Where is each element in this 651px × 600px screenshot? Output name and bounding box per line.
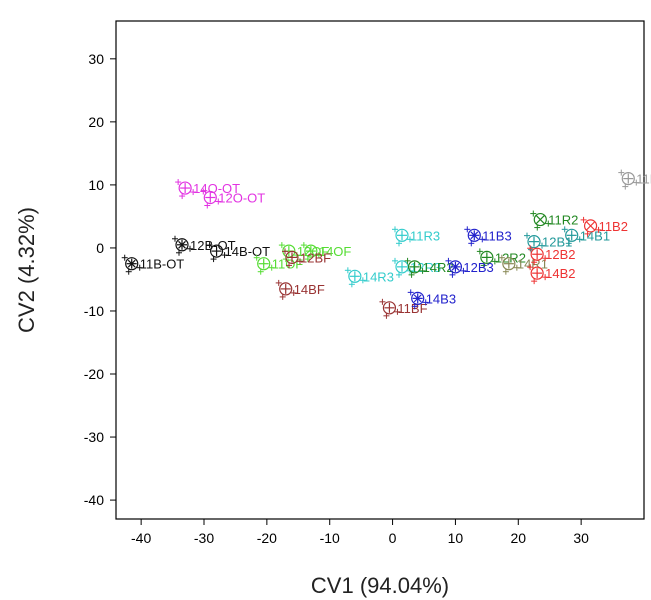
y-tick-label: -10 bbox=[84, 303, 104, 319]
point-marker bbox=[203, 190, 217, 205]
point-label: 11R2 bbox=[548, 213, 578, 228]
point-label: 12BF bbox=[300, 250, 331, 265]
marker-cross bbox=[470, 231, 479, 240]
point-marker bbox=[209, 244, 224, 258]
data-point: 14O-OT bbox=[175, 179, 240, 200]
point-marker bbox=[448, 260, 463, 274]
data-point: 11BF bbox=[379, 298, 428, 319]
point-label: 11B3 bbox=[482, 228, 511, 243]
y-tick-label: -20 bbox=[84, 366, 104, 382]
marker-cross bbox=[586, 221, 595, 231]
point-label: 11B2 bbox=[599, 219, 628, 234]
point-marker bbox=[125, 257, 139, 271]
point-marker bbox=[395, 228, 409, 242]
y-tick-label: -30 bbox=[84, 429, 104, 445]
x-tick-label: 0 bbox=[389, 530, 397, 546]
point-marker bbox=[530, 247, 544, 261]
data-point: 12O-OT bbox=[200, 188, 265, 209]
y-tick-label: 10 bbox=[88, 177, 104, 193]
x-axis-title: CV1 (94.04%) bbox=[311, 573, 449, 598]
x-tick-label: -30 bbox=[194, 530, 214, 546]
data-point: 11R1 bbox=[618, 169, 651, 190]
point-marker bbox=[382, 301, 397, 315]
data-point: 12BF bbox=[282, 248, 331, 269]
data-point: 14B2 bbox=[527, 264, 576, 285]
point-marker bbox=[480, 250, 494, 264]
x-tick-label: 10 bbox=[448, 530, 464, 546]
point-label: 12B-OT bbox=[190, 238, 236, 253]
data-point: 12B-OT bbox=[172, 235, 236, 256]
point-label: 14OF bbox=[319, 244, 352, 259]
point-marker bbox=[467, 228, 481, 242]
data-point: 14OF bbox=[300, 242, 352, 263]
point-marker bbox=[621, 171, 635, 186]
point-marker bbox=[530, 266, 544, 280]
point-label: 11OF bbox=[272, 257, 304, 272]
data-point: 11B-OT bbox=[121, 254, 185, 275]
point-marker bbox=[304, 244, 318, 258]
point-label: 14B3 bbox=[426, 291, 456, 306]
plot-frame bbox=[115, 20, 645, 520]
point-label: 12B3 bbox=[463, 260, 493, 275]
point-label: 14B2 bbox=[545, 266, 575, 281]
y-tick-label: 30 bbox=[88, 51, 104, 67]
ticks-layer: -40 -30 -20 -10 0 10 20 30 -40 -30 -20 -10 0 10 20 30 bbox=[84, 51, 589, 546]
x-tick-label: 20 bbox=[510, 530, 526, 546]
point-marker bbox=[407, 260, 422, 274]
point-marker bbox=[285, 250, 299, 264]
data-point: 11R3 bbox=[392, 226, 440, 247]
point-marker bbox=[502, 257, 516, 271]
point-label: 12O-OT bbox=[218, 191, 265, 206]
point-label: 12B1 bbox=[542, 235, 572, 250]
point-label: 14O-OT bbox=[193, 181, 240, 196]
point-marker bbox=[411, 291, 425, 305]
point-label: 14R3 bbox=[363, 269, 394, 284]
point-marker bbox=[565, 228, 579, 242]
point-label: 11R3 bbox=[410, 228, 440, 243]
point-marker bbox=[583, 219, 598, 233]
point-marker bbox=[257, 257, 271, 271]
y-tick-label: 0 bbox=[96, 240, 104, 256]
data-point: 12B2 bbox=[527, 245, 576, 266]
data-point: 11R2 bbox=[530, 210, 578, 231]
y-tick-label: 20 bbox=[88, 114, 104, 130]
x-tick-label: -40 bbox=[131, 530, 151, 546]
point-marker bbox=[175, 238, 189, 252]
points-layer: 11B-OT12B-OT14B-OT14O-OT12O-OT11OF12OF14… bbox=[121, 169, 651, 319]
x-tick-label: 30 bbox=[573, 530, 589, 546]
data-point: 14B3 bbox=[407, 289, 456, 310]
point-label: 14BF bbox=[294, 282, 325, 297]
x-tick-label: -20 bbox=[257, 530, 277, 546]
marker-cross bbox=[535, 215, 545, 224]
data-point: 14B-OT bbox=[206, 242, 271, 263]
point-label: 12B2 bbox=[545, 247, 575, 262]
point-marker bbox=[348, 269, 362, 283]
marker-cross bbox=[178, 240, 186, 249]
point-marker bbox=[178, 181, 192, 195]
point-marker bbox=[533, 212, 547, 227]
x-tick-label: -10 bbox=[320, 530, 340, 546]
marker-cross bbox=[413, 294, 422, 303]
marker-cross bbox=[451, 262, 460, 271]
point-label: 12R3 bbox=[410, 260, 441, 275]
point-label: 14B-OT bbox=[225, 244, 271, 259]
data-point: 14R3 bbox=[344, 267, 394, 288]
data-point: 11OF bbox=[253, 254, 304, 275]
point-label: 11R1 bbox=[636, 172, 651, 187]
data-point: 14B1 bbox=[561, 226, 610, 247]
y-tick-label: -40 bbox=[84, 492, 104, 508]
point-label: 14R2 bbox=[423, 260, 454, 275]
data-point: 11B2 bbox=[580, 216, 628, 237]
point-marker bbox=[527, 235, 541, 249]
data-point: 11B3 bbox=[464, 226, 512, 247]
data-point: 14R2 bbox=[404, 257, 454, 278]
marker-cross bbox=[127, 259, 136, 268]
data-point: 14BF bbox=[275, 279, 325, 300]
data-point: 12B3 bbox=[445, 257, 494, 278]
point-label: 11B-OT bbox=[140, 257, 185, 272]
point-label: 11BF bbox=[397, 301, 427, 316]
point-marker bbox=[279, 282, 293, 296]
y-axis-title: CV2 (4.32%) bbox=[14, 207, 39, 333]
